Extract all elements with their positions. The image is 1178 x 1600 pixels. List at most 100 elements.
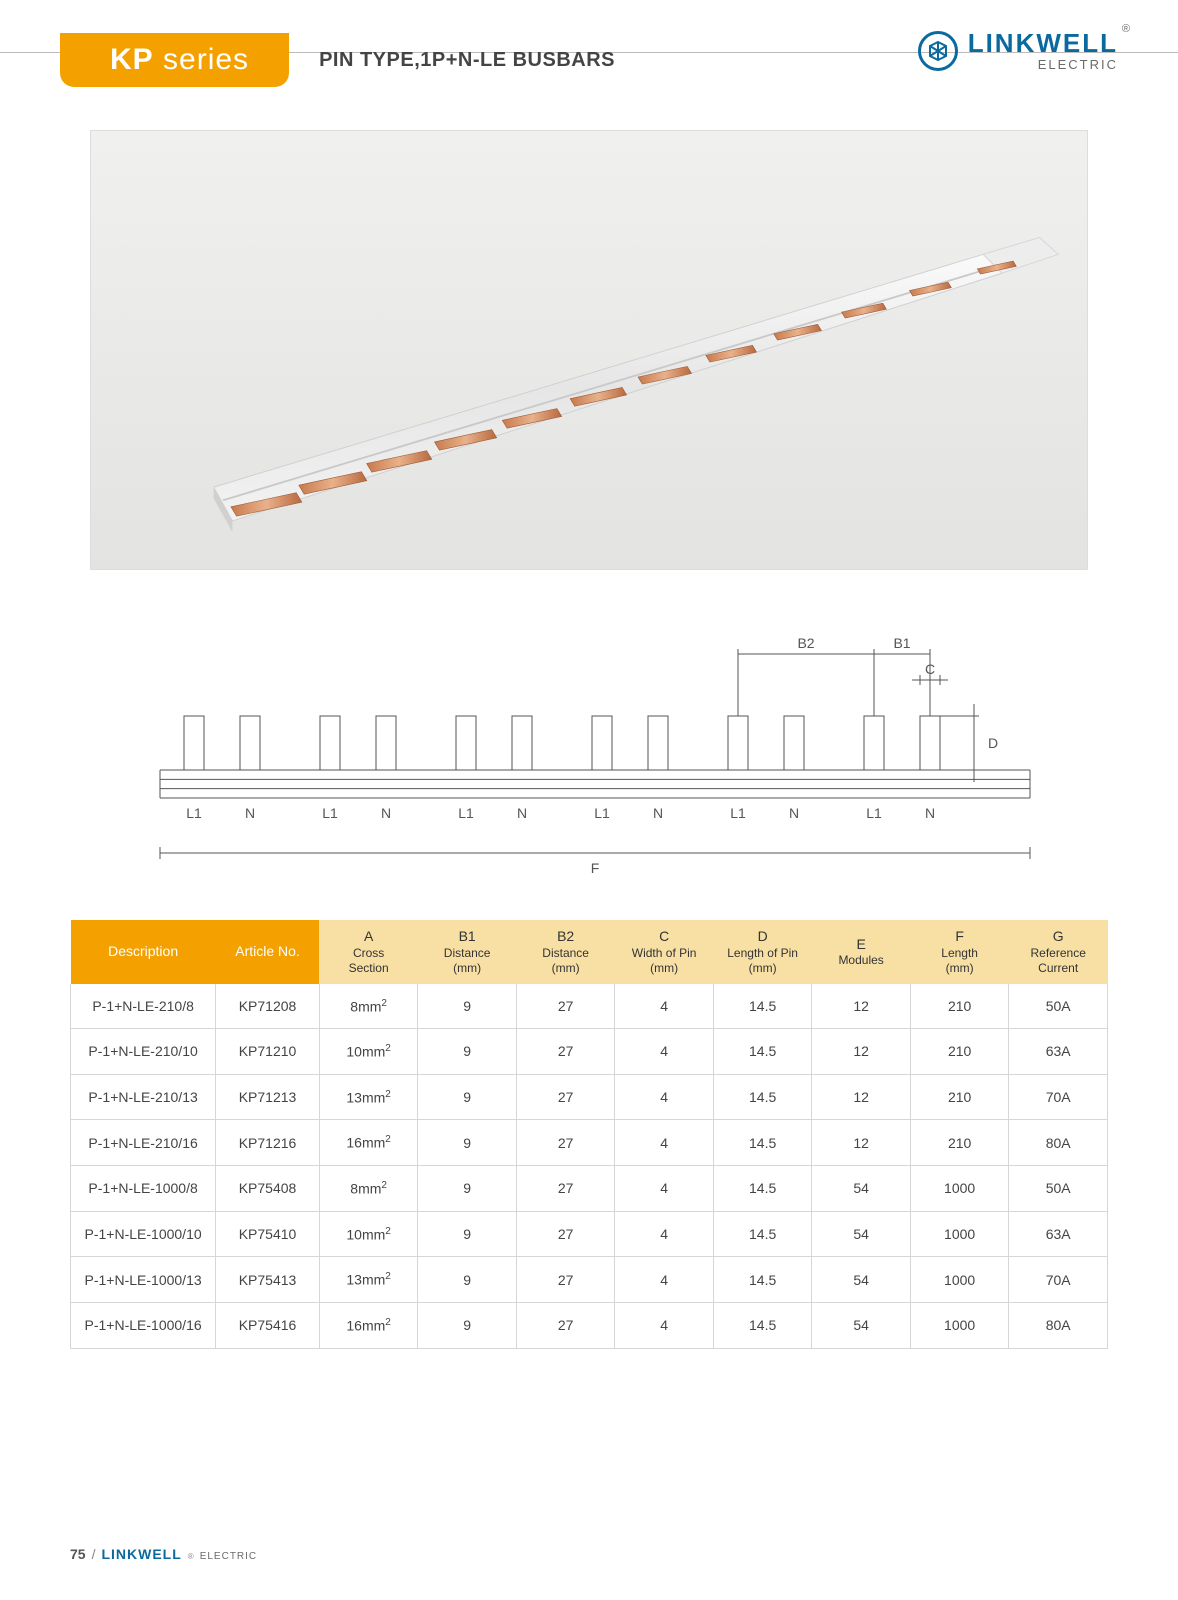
- cell: 9: [418, 1211, 517, 1257]
- cell: 9: [418, 1303, 517, 1349]
- cell: 1000: [910, 1303, 1009, 1349]
- table-row: P-1+N-LE-210/16KP7121616mm2927414.512210…: [71, 1120, 1108, 1166]
- cell: 27: [516, 1257, 615, 1303]
- cell: 9: [418, 1257, 517, 1303]
- page-subtitle: PIN TYPE,1P+N-LE BUSBARS: [319, 49, 615, 72]
- col-c: CWidth of Pin(mm): [615, 920, 714, 984]
- cell: 12: [812, 1074, 911, 1120]
- cell: 4: [615, 1120, 714, 1166]
- cell: P-1+N-LE-1000/10: [71, 1211, 216, 1257]
- cell: 10mm2: [319, 1029, 418, 1075]
- cell: 1000: [910, 1166, 1009, 1212]
- cell: 12: [812, 1029, 911, 1075]
- svg-text:F: F: [591, 860, 600, 876]
- page-header: KP series PIN TYPE,1P+N-LE BUSBARS LINKW…: [60, 30, 1118, 90]
- busbar-illustration-svg: [111, 153, 1067, 547]
- col-d: DLength of Pin(mm): [713, 920, 812, 984]
- cell: 9: [418, 1074, 517, 1120]
- cell: KP71216: [216, 1120, 320, 1166]
- cell: 4: [615, 984, 714, 1029]
- cell: P-1+N-LE-1000/16: [71, 1303, 216, 1349]
- col-desc: Description: [71, 920, 216, 984]
- brand-name: LINKWELL: [968, 30, 1118, 56]
- cell: 13mm2: [319, 1257, 418, 1303]
- cell: 12: [812, 1120, 911, 1166]
- footer-brand-sub: ELECTRIC: [200, 1551, 257, 1562]
- cell: 9: [418, 984, 517, 1029]
- dimension-diagram: L1NL1NL1NL1NL1NL1NFB2B1CD: [120, 620, 1060, 900]
- cell: 54: [812, 1166, 911, 1212]
- cell: 50A: [1009, 984, 1108, 1029]
- col-art: Article No.: [216, 920, 320, 984]
- cell: 210: [910, 1120, 1009, 1166]
- cell: 27: [516, 1166, 615, 1212]
- cell: 54: [812, 1211, 911, 1257]
- cell: 4: [615, 1303, 714, 1349]
- col-a: ACrossSection: [319, 920, 418, 984]
- svg-text:L1: L1: [322, 805, 338, 821]
- cell: 8mm2: [319, 984, 418, 1029]
- spec-table: DescriptionArticle No.ACrossSectionB1Dis…: [70, 920, 1108, 1349]
- cell: 12: [812, 984, 911, 1029]
- cell: KP71213: [216, 1074, 320, 1120]
- cell: 14.5: [713, 1166, 812, 1212]
- cell: 63A: [1009, 1211, 1108, 1257]
- cell: 4: [615, 1211, 714, 1257]
- cell: KP75410: [216, 1211, 320, 1257]
- product-image: [90, 130, 1088, 570]
- cell: 4: [615, 1166, 714, 1212]
- svg-text:N: N: [245, 805, 255, 821]
- cell: 4: [615, 1029, 714, 1075]
- svg-text:N: N: [517, 805, 527, 821]
- svg-text:C: C: [925, 661, 935, 677]
- svg-text:D: D: [988, 735, 998, 751]
- col-f: FLength(mm): [910, 920, 1009, 984]
- cell: 27: [516, 984, 615, 1029]
- cell: 9: [418, 1029, 517, 1075]
- page-footer: 75 / LINKWELL ® ELECTRIC: [70, 1546, 257, 1562]
- cell: P-1+N-LE-210/10: [71, 1029, 216, 1075]
- footer-sep: /: [92, 1546, 96, 1562]
- footer-brand: LINKWELL: [101, 1546, 181, 1562]
- table-row: P-1+N-LE-1000/10KP7541010mm2927414.55410…: [71, 1211, 1108, 1257]
- page-number: 75: [70, 1546, 86, 1562]
- cell: 63A: [1009, 1029, 1108, 1075]
- cell: 27: [516, 1074, 615, 1120]
- cell: 27: [516, 1120, 615, 1166]
- cell: 70A: [1009, 1257, 1108, 1303]
- cell: 10mm2: [319, 1211, 418, 1257]
- svg-text:B1: B1: [893, 635, 910, 651]
- svg-text:L1: L1: [458, 805, 474, 821]
- table-row: P-1+N-LE-1000/8KP754088mm2927414.5541000…: [71, 1166, 1108, 1212]
- cell: KP71210: [216, 1029, 320, 1075]
- svg-text:B2: B2: [797, 635, 814, 651]
- cell: 13mm2: [319, 1074, 418, 1120]
- table-row: P-1+N-LE-210/10KP7121010mm2927414.512210…: [71, 1029, 1108, 1075]
- col-g: GReferenceCurrent: [1009, 920, 1108, 984]
- cell: 80A: [1009, 1120, 1108, 1166]
- svg-text:L1: L1: [866, 805, 882, 821]
- cell: 80A: [1009, 1303, 1108, 1349]
- svg-text:N: N: [789, 805, 799, 821]
- cell: 14.5: [713, 1257, 812, 1303]
- table-row: P-1+N-LE-1000/13KP7541313mm2927414.55410…: [71, 1257, 1108, 1303]
- cell: 9: [418, 1166, 517, 1212]
- brand-logo-icon: [918, 31, 958, 71]
- cell: KP75408: [216, 1166, 320, 1212]
- cell: 16mm2: [319, 1303, 418, 1349]
- col-b2: B2Distance(mm): [516, 920, 615, 984]
- cell: 16mm2: [319, 1120, 418, 1166]
- footer-reg: ®: [188, 1552, 194, 1561]
- cell: P-1+N-LE-1000/8: [71, 1166, 216, 1212]
- cell: 14.5: [713, 1029, 812, 1075]
- table-row: P-1+N-LE-210/8KP712088mm2927414.51221050…: [71, 984, 1108, 1029]
- cell: 54: [812, 1303, 911, 1349]
- cell: P-1+N-LE-210/13: [71, 1074, 216, 1120]
- svg-text:L1: L1: [594, 805, 610, 821]
- col-b1: B1Distance(mm): [418, 920, 517, 984]
- table-row: P-1+N-LE-210/13KP7121313mm2927414.512210…: [71, 1074, 1108, 1120]
- brand-block: LINKWELL ELECTRIC ®: [918, 30, 1118, 71]
- cell: P-1+N-LE-1000/13: [71, 1257, 216, 1303]
- cell: 54: [812, 1257, 911, 1303]
- cell: 1000: [910, 1211, 1009, 1257]
